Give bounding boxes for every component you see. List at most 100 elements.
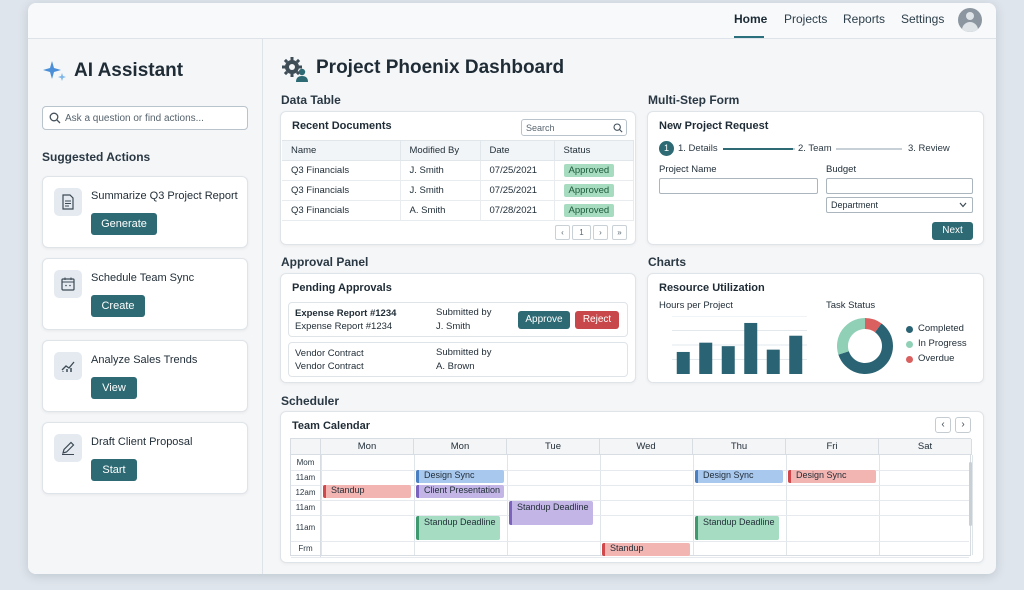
table-row[interactable]: Q3 Financials A. Smith 07/28/2021 Approv… (282, 200, 634, 221)
donut-chart-title: Task Status (826, 300, 876, 311)
cell-modified-by: J. Smith (400, 180, 481, 201)
table-row[interactable]: Q3 Financials J. Smith 07/25/2021 Approv… (282, 180, 634, 201)
donut-slice[interactable] (865, 318, 882, 333)
create-button[interactable]: Create (91, 295, 145, 317)
action-card-draft: Draft Client Proposal Start (42, 422, 248, 494)
column-header-name[interactable]: Name (282, 140, 401, 161)
start-button[interactable]: Start (91, 459, 137, 481)
bar[interactable] (699, 342, 713, 374)
documents-table: Name Modified By Date Status Q3 Financia… (282, 140, 634, 221)
table-header-row: Name Modified By Date Status (282, 140, 634, 161)
calendar-time-label: 11am (291, 515, 321, 541)
cell-name: Q3 Financials (282, 180, 401, 201)
pager-last-button[interactable]: » (612, 225, 627, 240)
nav-projects[interactable]: Projects (784, 12, 828, 26)
view-button[interactable]: View (91, 377, 137, 399)
donut-slice[interactable] (838, 323, 893, 374)
action-card-schedule: Schedule Team Sync Create (42, 258, 248, 330)
user-avatar-icon[interactable] (958, 8, 982, 32)
pager-page-1[interactable]: 1 (572, 225, 591, 240)
legend-in-progress: In Progress (918, 338, 967, 349)
data-table-section-title: Data Table (281, 93, 341, 107)
next-button[interactable]: Next (932, 222, 973, 240)
cell-status: Approved (554, 200, 634, 221)
top-nav: Home Projects Reports Settings (28, 3, 996, 39)
table-search-box[interactable] (521, 119, 627, 136)
project-name-input[interactable] (659, 178, 818, 194)
calendar-time-label: 11am (291, 500, 321, 515)
calendar-event[interactable]: Design Sync (788, 470, 876, 483)
donut-slice[interactable] (837, 318, 865, 355)
calendar-event[interactable]: Design Sync (695, 470, 783, 483)
calendar-grid: Mon Mon Tue Wed Thu Fri Sat Mom 11am 12am 11am 11am… (290, 438, 973, 558)
column-header-status[interactable]: Status (554, 140, 634, 161)
submitted-by-label: Submitted by (436, 347, 492, 358)
column-header-date[interactable]: Date (480, 140, 555, 161)
legend-overdue-swatch (906, 356, 913, 363)
calendar-corner (291, 439, 321, 455)
status-badge: Approved (563, 164, 615, 177)
calendar-row-divider (291, 485, 969, 486)
table-search-input[interactable] (526, 121, 610, 134)
calendar-next-button[interactable]: › (955, 417, 971, 433)
calendar-event[interactable]: Standup Deadline (416, 516, 500, 540)
legend-overdue: Overdue (918, 353, 955, 364)
calendar-day-header: Wed (600, 439, 693, 455)
step-progress-line (723, 148, 793, 150)
reject-button[interactable]: Reject (575, 311, 619, 329)
submitted-by-label: Submitted by (436, 307, 492, 318)
calendar-event[interactable]: Standup (602, 543, 690, 556)
calendar-event[interactable]: Standup Deadline (695, 516, 779, 540)
search-icon (49, 112, 61, 124)
calendar-event[interactable]: Design Sync (416, 470, 504, 483)
bar[interactable] (744, 322, 758, 374)
calendar-column-divider (507, 455, 508, 555)
pager-prev-button[interactable]: ‹ (555, 225, 570, 240)
approve-button[interactable]: Approve (518, 311, 570, 329)
calendar-row-divider (291, 557, 969, 558)
step-3-label[interactable]: 3. Review (908, 143, 950, 154)
nav-home[interactable]: Home (734, 12, 768, 26)
cell-modified-by: A. Smith (400, 200, 481, 221)
assistant-search-input[interactable] (65, 110, 243, 126)
calendar-column-divider (786, 455, 787, 555)
bar-chart-title: Hours per Project (659, 300, 733, 311)
calendar-row-divider (291, 541, 969, 542)
budget-label: Budget (826, 164, 857, 175)
action-label: Summarize Q3 Project Report (91, 190, 238, 202)
pager-next-button[interactable]: › (593, 225, 608, 240)
assistant-search-box[interactable] (42, 106, 248, 130)
calendar-day-header: Sat (879, 439, 972, 455)
calendar-event[interactable]: Standup (323, 485, 411, 498)
ai-assistant-sidebar: AI Assistant Suggested Actions Summarize… (28, 39, 263, 574)
budget-input[interactable] (826, 178, 973, 194)
recent-documents-card: Recent Documents Name Modified By Date S… (280, 111, 636, 245)
resource-utilization-card: Resource Utilization Hours per Project T… (647, 273, 984, 383)
approval-title: Expense Report #1234 (295, 308, 397, 319)
approval-item: Expense Report #1234 Expense Report #123… (288, 302, 628, 337)
bar[interactable] (721, 346, 735, 374)
app-window: Home Projects Reports Settings AI Assist… (28, 3, 996, 574)
action-label: Schedule Team Sync (91, 272, 195, 284)
calendar-event[interactable]: Client Presentation (416, 485, 504, 498)
generate-button[interactable]: Generate (91, 213, 157, 235)
cell-date: 07/25/2021 (480, 160, 555, 181)
calendar-column-divider (693, 455, 694, 555)
step-1-label[interactable]: 1. Details (678, 143, 718, 154)
calendar-prev-button[interactable]: ‹ (935, 417, 951, 433)
nav-settings[interactable]: Settings (901, 12, 945, 26)
bar[interactable] (766, 349, 780, 374)
calendar-event[interactable]: Standup Deadline (509, 501, 593, 525)
nav-reports[interactable]: Reports (843, 12, 886, 26)
submitted-by-value: J. Smith (436, 321, 471, 332)
bar[interactable] (789, 335, 803, 374)
bar[interactable] (676, 351, 690, 374)
step-2-label[interactable]: 2. Team (798, 143, 832, 154)
calendar-scrollbar[interactable] (969, 462, 972, 526)
department-select[interactable]: Department (826, 197, 973, 213)
column-header-modified-by[interactable]: Modified By (400, 140, 481, 161)
step-1-indicator: 1 (659, 141, 674, 156)
table-row[interactable]: Q3 Financials J. Smith 07/25/2021 Approv… (282, 160, 634, 181)
nav-active-indicator (734, 36, 764, 38)
calendar-day-header: Thu (693, 439, 786, 455)
